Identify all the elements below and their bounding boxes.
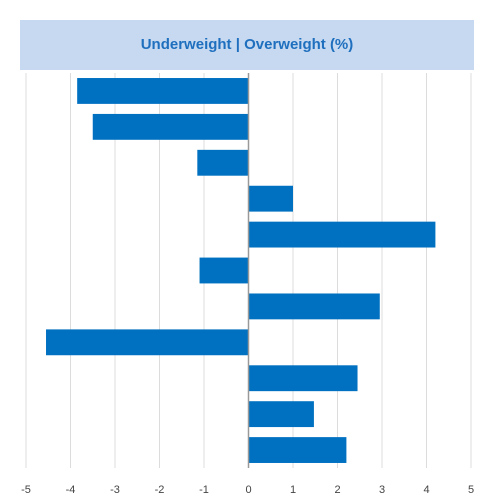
bar	[248, 185, 293, 212]
bar	[77, 78, 249, 104]
bar	[199, 257, 249, 284]
x-tick-label: 2	[334, 484, 340, 496]
bar	[248, 437, 347, 463]
x-tick-label: 1	[290, 484, 296, 496]
bar	[248, 401, 314, 428]
x-tick-label: 0	[245, 484, 251, 496]
bar	[197, 149, 249, 176]
x-tick-label: -2	[155, 484, 165, 496]
x-tick-label: 4	[423, 484, 429, 496]
bar	[248, 365, 358, 392]
bar	[46, 329, 249, 356]
bar	[248, 293, 380, 320]
chart-title: Underweight | Overweight (%)	[141, 36, 354, 53]
x-tick-label: 3	[379, 484, 385, 496]
title-band	[20, 20, 474, 70]
bar	[92, 113, 249, 140]
bar	[248, 221, 436, 248]
x-tick-label: 5	[468, 484, 474, 496]
x-tick-label: -3	[110, 484, 120, 496]
x-tick-label: -4	[66, 484, 76, 496]
x-tick-label: -1	[199, 484, 209, 496]
x-tick-label: -5	[21, 484, 31, 496]
